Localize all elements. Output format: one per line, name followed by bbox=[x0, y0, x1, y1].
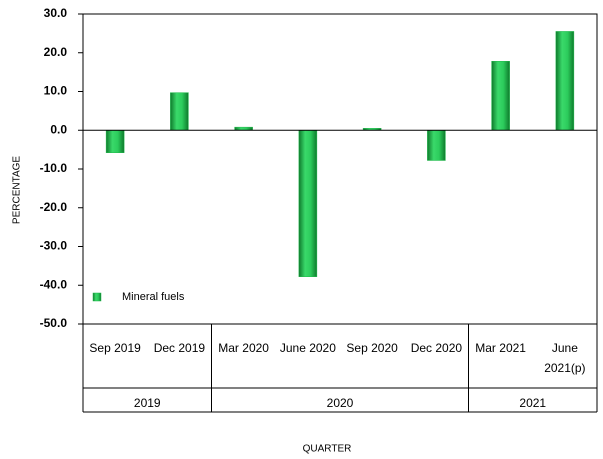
y-tick-label: -30.0 bbox=[40, 239, 68, 253]
y-tick-label: -50.0 bbox=[40, 316, 68, 330]
bar bbox=[555, 31, 575, 131]
x-tick-label: Mar 2021 bbox=[475, 341, 526, 355]
group-label: 2019 bbox=[134, 396, 161, 410]
y-tick-label: -40.0 bbox=[40, 277, 68, 291]
bar bbox=[491, 61, 510, 131]
y-tick-label: 0.0 bbox=[50, 122, 67, 136]
legend-label: Mineral fuels bbox=[122, 291, 185, 303]
x-tick-label: June 2021(p) bbox=[544, 341, 586, 375]
x-axis-label: QUARTER bbox=[303, 444, 352, 455]
bar bbox=[170, 92, 189, 131]
x-tick-label: Dec 2020 bbox=[410, 341, 463, 355]
y-tick-label: 30.0 bbox=[44, 6, 68, 20]
bar bbox=[298, 130, 318, 277]
bar bbox=[105, 130, 125, 153]
x-tick-label: June 2020 bbox=[279, 341, 336, 355]
x-tick-label: Mar 2020 bbox=[218, 341, 269, 355]
x-tick-label: Sep 2020 bbox=[346, 341, 398, 355]
group-label: 2021 bbox=[519, 396, 546, 410]
y-tick-label: 20.0 bbox=[44, 45, 68, 59]
y-tick-label: -20.0 bbox=[40, 200, 68, 214]
group-label: 2020 bbox=[327, 396, 354, 410]
x-tick-label: Dec 2019 bbox=[153, 341, 206, 355]
bar bbox=[427, 130, 446, 161]
x-tick-label: Sep 2019 bbox=[89, 341, 141, 355]
plot-frame bbox=[82, 13, 598, 325]
legend-marker bbox=[92, 292, 102, 302]
y-axis-label: PERCENTAGE bbox=[12, 156, 23, 224]
y-tick-label: 10.0 bbox=[44, 84, 68, 98]
y-tick-label: -10.0 bbox=[40, 161, 68, 175]
